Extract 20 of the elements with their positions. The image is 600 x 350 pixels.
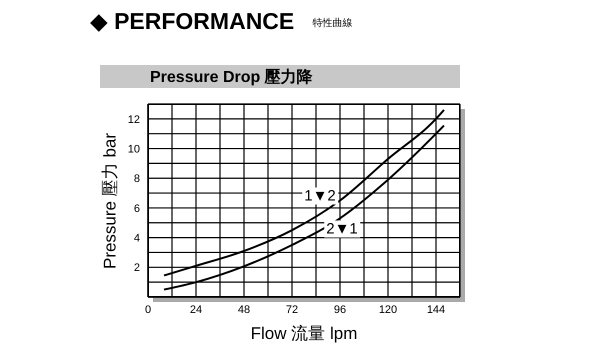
chart-title: ◆ PERFORMANCE [90, 8, 294, 34]
x-tick-label: 144 [426, 304, 446, 316]
x-tick-label: 24 [190, 304, 202, 316]
y-tick-label: 2 [134, 262, 140, 274]
y-tick-label: 10 [128, 143, 140, 156]
y-tick-label: 4 [134, 232, 140, 245]
x-axis-title: Flow 流量 lpm [250, 323, 358, 345]
y-axis-title: Pressure 壓力 bar [100, 132, 120, 269]
annotation: 1▼2 [302, 188, 338, 205]
chart-subtitle: Pressure Drop 壓力降 [150, 68, 313, 88]
text: 特性曲線 [312, 18, 352, 29]
y-tick-label: 8 [134, 173, 140, 186]
x-tick-label: 0 [144, 304, 152, 316]
y-tick-label: 6 [134, 202, 140, 215]
x-tick-label: 48 [238, 304, 250, 316]
annotation: 2▼1 [324, 220, 360, 238]
y-tick-label: 12 [128, 114, 140, 126]
x-tick-label: 120 [378, 304, 398, 316]
x-tick-label: 96 [334, 304, 346, 316]
x-tick-label: 72 [286, 304, 298, 316]
